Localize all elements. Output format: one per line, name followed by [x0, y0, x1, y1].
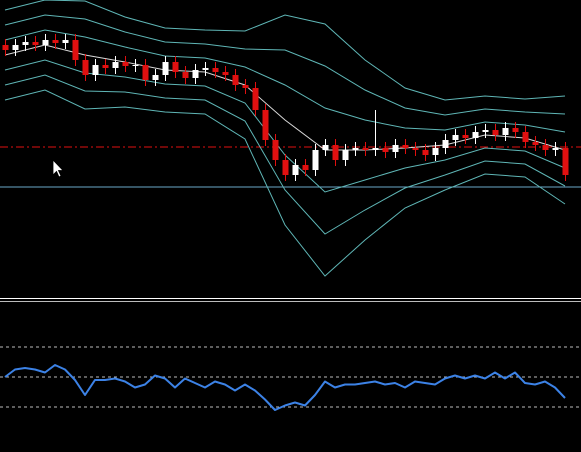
candle-body — [312, 150, 319, 170]
candle-body — [132, 65, 139, 66]
candle-body — [12, 45, 19, 50]
candle-body — [152, 75, 159, 80]
candle-body — [492, 130, 499, 135]
band-line — [4, 44, 566, 151]
band-line — [4, 89, 566, 277]
candle-body — [412, 148, 419, 150]
candle-body — [302, 165, 309, 170]
candle-body — [72, 40, 79, 60]
candle-body — [82, 60, 89, 75]
candle-body — [112, 62, 119, 68]
band-line — [4, 29, 566, 133]
band-line — [4, 0, 566, 101]
candle-body — [342, 150, 349, 160]
candle-body — [212, 68, 219, 72]
candle-body — [122, 62, 129, 66]
candle-body — [182, 72, 189, 78]
candle-body — [462, 135, 469, 138]
candle-body — [402, 145, 409, 148]
candle-body — [512, 128, 519, 132]
candle-body — [372, 148, 379, 150]
candle-body — [502, 128, 509, 135]
candle-body — [472, 132, 479, 138]
candle-body — [32, 42, 39, 45]
candle-body — [522, 132, 529, 142]
candle-body — [292, 165, 299, 175]
candle-body — [162, 62, 169, 75]
candle-body — [382, 148, 389, 152]
candle-body — [362, 148, 369, 150]
band-line — [4, 14, 566, 116]
candle-body — [242, 85, 249, 88]
candle-body — [562, 148, 569, 175]
candle-body — [92, 65, 99, 75]
candle-body — [282, 160, 289, 175]
candle-body — [192, 70, 199, 78]
band-line — [4, 74, 566, 235]
candle-body — [442, 140, 449, 148]
candle-body — [422, 150, 429, 155]
candle-body — [452, 135, 459, 140]
candle-body — [142, 65, 149, 80]
candle-body — [22, 42, 29, 45]
candle-body — [432, 148, 439, 155]
candle-body — [532, 142, 539, 145]
candle-body — [542, 145, 549, 150]
candle-body — [52, 40, 59, 43]
candle-body — [272, 140, 279, 160]
mouse-cursor — [52, 159, 64, 178]
candle-body — [352, 148, 359, 150]
candle-body — [222, 72, 229, 75]
candle-body — [392, 145, 399, 152]
candle-body — [482, 130, 489, 132]
candle-body — [102, 65, 109, 68]
candle-body — [252, 88, 259, 110]
candle-body — [552, 148, 559, 150]
candle-body — [42, 40, 49, 45]
candle-body — [232, 75, 239, 85]
candle-body — [202, 68, 209, 70]
candle-body — [172, 62, 179, 72]
candle-body — [262, 110, 269, 140]
candle-body — [2, 45, 9, 50]
oscillator-line — [4, 364, 566, 411]
candle-body — [332, 145, 339, 160]
candle-body — [322, 145, 329, 150]
candle-body — [62, 40, 69, 43]
